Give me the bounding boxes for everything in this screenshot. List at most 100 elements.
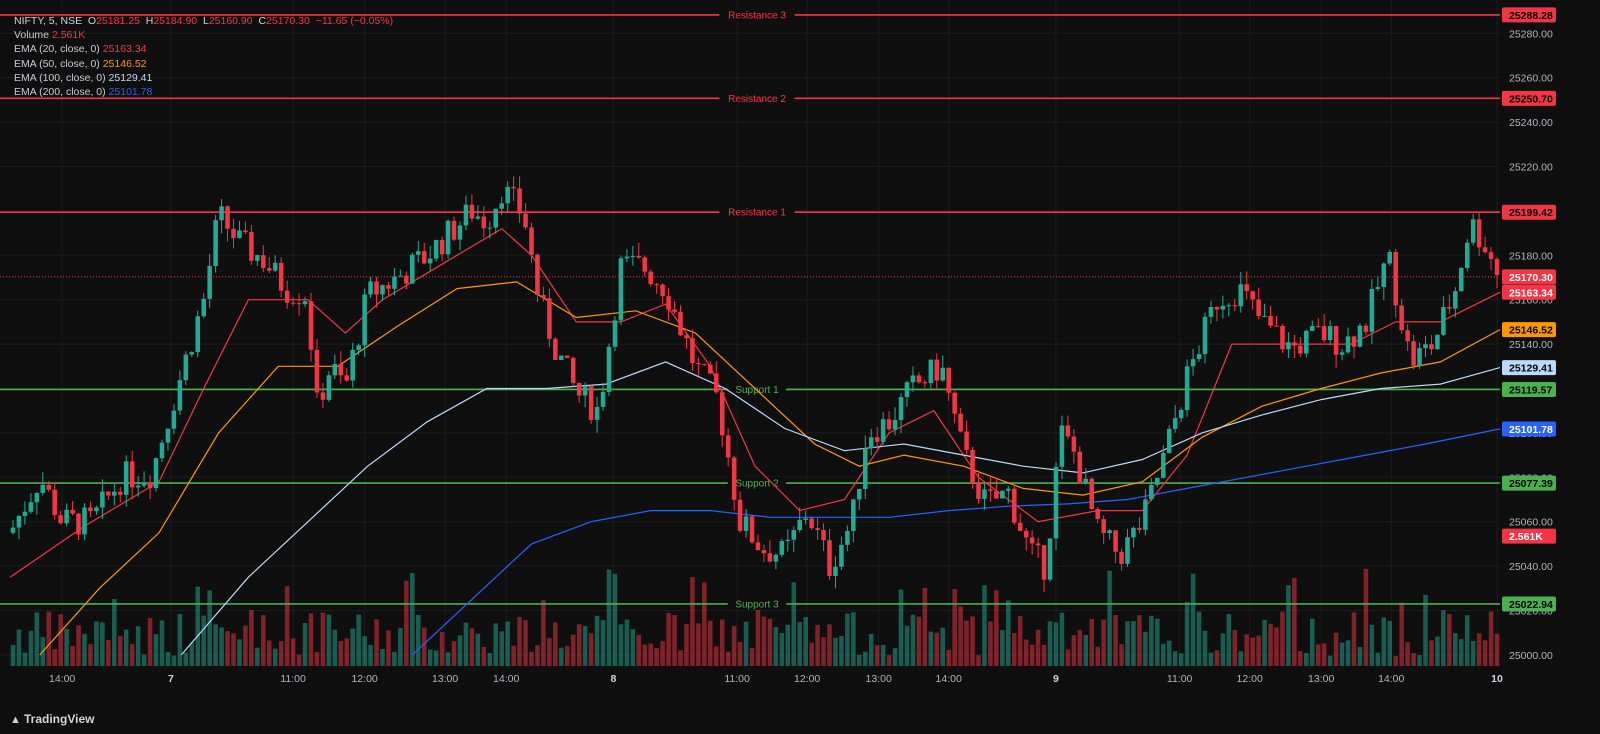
volume-bar [1149, 615, 1154, 666]
volume-bar [1357, 646, 1363, 666]
legend-ema50-label: EMA (50, close, 0) [14, 57, 100, 70]
volume-bar [1077, 629, 1083, 666]
candle-body [1369, 288, 1375, 332]
candle-body [52, 489, 57, 516]
candle-body [988, 489, 993, 491]
volume-bar [1095, 646, 1100, 666]
y-tick-label: 25040.00 [1509, 561, 1553, 573]
candle-body [600, 391, 606, 407]
candle-body [1166, 428, 1172, 454]
time-axis[interactable]: 14:00 7 11:00 12:00 13:00 14:00 8 11:00 12:00 13:… [49, 673, 1503, 685]
volume-bar [1244, 634, 1249, 666]
volume-bar [475, 633, 481, 666]
candle-body [553, 338, 558, 360]
candle-body [1059, 425, 1065, 467]
x-tick-label: 14:00 [493, 673, 519, 685]
volume-bar [368, 645, 373, 666]
x-tick-label: 8 [611, 673, 617, 685]
candle-body [880, 419, 886, 442]
legend-ema20[interactable]: EMA (20, close, 0) 25163.34 [14, 42, 393, 56]
volume-bar [827, 624, 832, 666]
legend-ema100-label: EMA (100, close, 0) [14, 71, 106, 84]
candle-body [1435, 334, 1440, 350]
legend-ema50[interactable]: EMA (50, close, 0) 25146.52 [14, 57, 393, 71]
candle-body [1482, 247, 1488, 253]
price-tag-label: 25101.78 [1509, 424, 1553, 436]
volume-bar [749, 647, 755, 666]
candle-body [725, 435, 731, 458]
candle-body [308, 301, 314, 350]
volume-bar [1262, 619, 1267, 666]
candle-body [1071, 436, 1077, 452]
volume-bar [892, 648, 898, 666]
candle-body [618, 258, 624, 321]
volume-bar [1333, 632, 1339, 666]
volume-bar [1315, 644, 1321, 666]
candle-body [1429, 344, 1434, 350]
y-tick-label: 25180.00 [1509, 250, 1553, 262]
candle-body [439, 239, 445, 255]
legend-ema100-value: 25129.41 [108, 71, 153, 84]
candle-body [1315, 326, 1321, 328]
candle-body [743, 516, 749, 531]
volume-bar [463, 622, 469, 666]
candle-body [141, 482, 147, 486]
volume-bar [1107, 570, 1112, 666]
legend-ema100[interactable]: EMA (100, close, 0) 25129.41 [14, 71, 393, 85]
volume-bar [1345, 640, 1351, 666]
volume-bar [862, 651, 868, 666]
volume-bar [541, 600, 546, 666]
volume-bar [1029, 644, 1035, 666]
candle-body [958, 413, 963, 432]
y-tick-label: 25260.00 [1509, 73, 1553, 85]
volume-bar [1047, 621, 1053, 666]
volume-bar [1208, 652, 1214, 666]
close-value: 25170.30 [266, 15, 310, 27]
candles [10, 176, 1500, 593]
candle-body [1083, 478, 1089, 484]
volume-bar [785, 624, 791, 666]
price-tag-bg [1502, 596, 1556, 612]
candle-body [708, 364, 713, 374]
volume-bar [576, 624, 582, 666]
candle-body [672, 309, 677, 312]
volume-bar [958, 606, 963, 666]
volume-bar [791, 582, 797, 666]
x-tick-label: 14:00 [1378, 673, 1404, 685]
volume-bar [809, 642, 814, 666]
volume-bar [606, 569, 612, 666]
volume-bar [195, 586, 201, 666]
x-tick-label: 14:00 [936, 673, 962, 685]
price-tag-bg [1502, 90, 1556, 106]
volume-bar [1494, 633, 1500, 666]
price-tag-bg [1502, 381, 1556, 397]
candle-body [1065, 425, 1071, 437]
candle-body [1137, 527, 1142, 530]
y-tick-label: 25140.00 [1509, 339, 1553, 351]
volume-bar [392, 651, 397, 666]
volume-bar [1184, 601, 1190, 666]
candle-body [219, 206, 224, 221]
legend-ema200[interactable]: EMA (200, close, 0) 25101.78 [14, 85, 393, 99]
volume-bar [505, 621, 510, 666]
volume-bar [1339, 642, 1345, 666]
candle-body [1155, 477, 1160, 485]
candle-body [719, 392, 725, 436]
price-axis[interactable]: 25000.0025020.0025040.0025060.0025080.00… [1502, 0, 1600, 686]
ema-50-line [39, 281, 1501, 656]
volume-bar [874, 645, 880, 666]
volume-bar [1143, 631, 1148, 666]
candle-body [845, 530, 850, 545]
legend-volume[interactable]: Volume 2.561K [14, 28, 393, 42]
symbol-title[interactable]: NIFTY, 5, NSE [14, 15, 83, 27]
candle-body [1107, 530, 1112, 534]
legend-ema200-value: 25101.78 [108, 86, 153, 99]
candle-body [284, 290, 290, 303]
candle-body [1268, 315, 1273, 326]
candle-body [1006, 488, 1011, 491]
volume-bar [1327, 655, 1333, 666]
volume-bar [439, 632, 445, 666]
volume-bar [857, 654, 862, 666]
tradingview-brand[interactable]: ▲ TradingView [10, 712, 94, 726]
